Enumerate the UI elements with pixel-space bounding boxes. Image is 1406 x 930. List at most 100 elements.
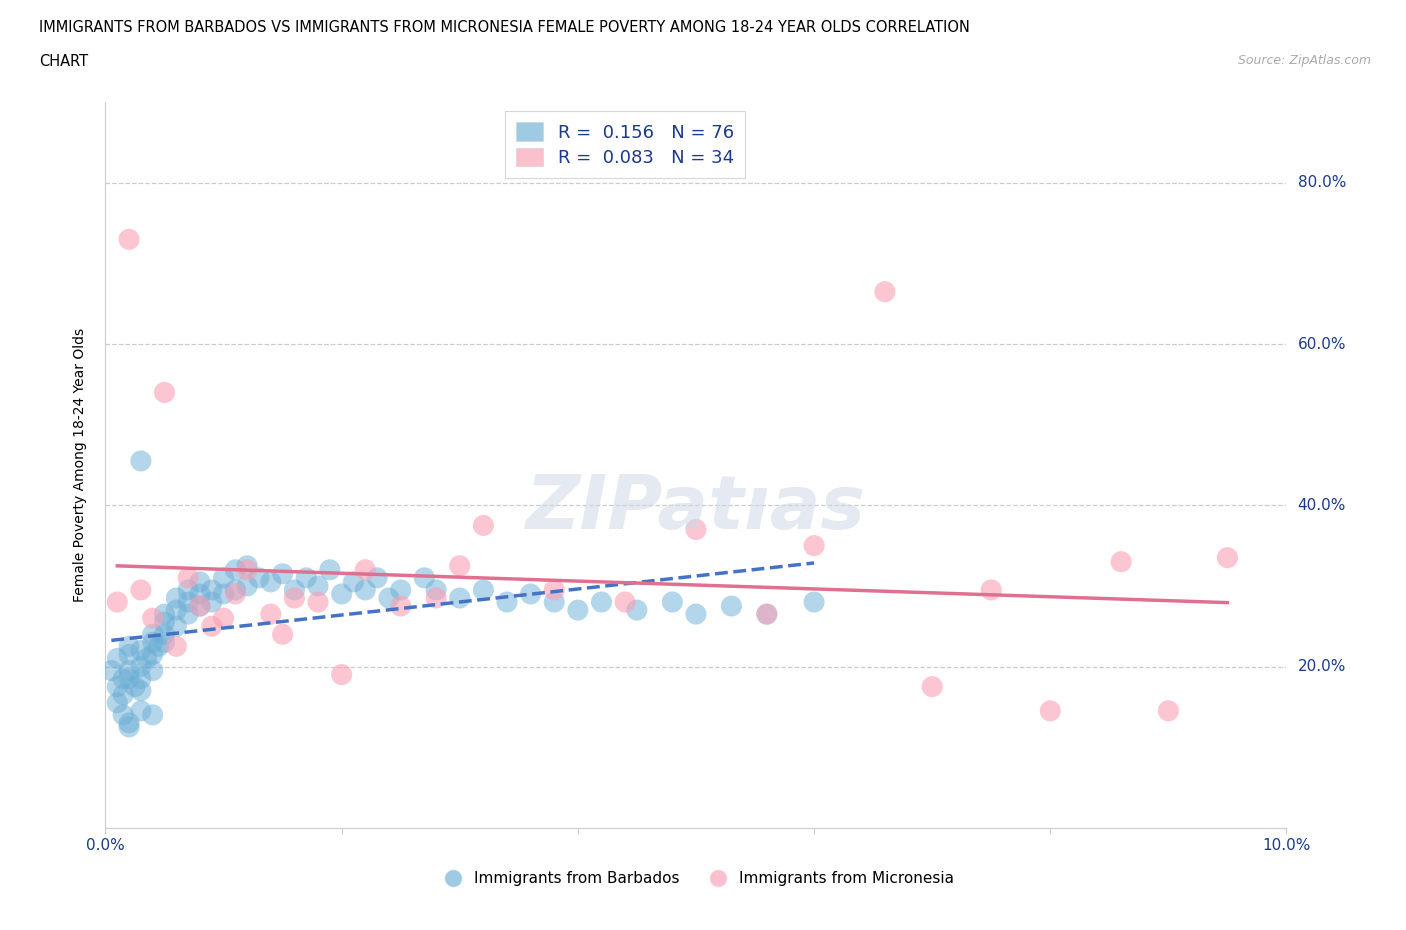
- Point: [105, 679, 128, 694]
- Point: [129, 671, 152, 686]
- Point: [236, 578, 259, 593]
- Point: [661, 594, 683, 609]
- Point: [124, 679, 146, 694]
- Point: [129, 643, 152, 658]
- Point: [112, 708, 135, 723]
- Point: [118, 715, 141, 730]
- Point: [165, 618, 187, 633]
- Point: [112, 671, 135, 686]
- Point: [165, 591, 187, 605]
- Text: 80.0%: 80.0%: [1298, 176, 1346, 191]
- Text: 40.0%: 40.0%: [1298, 498, 1346, 512]
- Point: [153, 615, 176, 630]
- Point: [1216, 551, 1239, 565]
- Point: [614, 594, 637, 609]
- Point: [129, 454, 152, 469]
- Point: [153, 385, 176, 400]
- Point: [1109, 554, 1132, 569]
- Point: [212, 587, 235, 602]
- Point: [188, 587, 211, 602]
- Point: [803, 538, 825, 553]
- Point: [142, 627, 165, 642]
- Point: [142, 611, 165, 626]
- Point: [105, 696, 128, 711]
- Text: CHART: CHART: [39, 54, 89, 69]
- Point: [212, 611, 235, 626]
- Point: [201, 618, 224, 633]
- Point: [271, 627, 294, 642]
- Legend: Immigrants from Barbados, Immigrants from Micronesia: Immigrants from Barbados, Immigrants fro…: [432, 866, 960, 893]
- Point: [472, 518, 495, 533]
- Point: [177, 570, 200, 585]
- Point: [413, 570, 436, 585]
- Point: [354, 563, 377, 578]
- Point: [165, 603, 187, 618]
- Point: [129, 659, 152, 674]
- Point: [1157, 703, 1180, 718]
- Point: [543, 582, 565, 597]
- Point: [201, 594, 224, 609]
- Point: [260, 606, 283, 621]
- Point: [129, 582, 152, 597]
- Point: [105, 651, 128, 666]
- Point: [236, 558, 259, 573]
- Point: [755, 606, 778, 621]
- Point: [389, 599, 412, 614]
- Text: 60.0%: 60.0%: [1298, 337, 1346, 352]
- Point: [177, 606, 200, 621]
- Point: [803, 594, 825, 609]
- Point: [105, 594, 128, 609]
- Point: [236, 563, 259, 578]
- Point: [247, 570, 270, 585]
- Point: [118, 720, 141, 735]
- Point: [153, 627, 176, 642]
- Point: [496, 594, 519, 609]
- Point: [118, 647, 141, 662]
- Point: [118, 232, 141, 246]
- Point: [425, 591, 447, 605]
- Point: [100, 663, 122, 678]
- Text: 20.0%: 20.0%: [1298, 659, 1346, 674]
- Point: [112, 687, 135, 702]
- Point: [685, 522, 707, 537]
- Point: [283, 591, 305, 605]
- Point: [142, 635, 165, 650]
- Text: Source: ZipAtlas.com: Source: ZipAtlas.com: [1237, 54, 1371, 67]
- Point: [389, 582, 412, 597]
- Point: [449, 591, 471, 605]
- Point: [873, 285, 896, 299]
- Point: [188, 599, 211, 614]
- Point: [142, 647, 165, 662]
- Point: [378, 591, 401, 605]
- Point: [342, 575, 364, 590]
- Point: [129, 684, 152, 698]
- Point: [330, 667, 353, 682]
- Point: [224, 563, 246, 578]
- Point: [260, 575, 283, 590]
- Point: [755, 606, 778, 621]
- Point: [177, 582, 200, 597]
- Point: [165, 639, 187, 654]
- Point: [188, 575, 211, 590]
- Text: ZIPatıas: ZIPatıas: [526, 472, 866, 545]
- Point: [1039, 703, 1062, 718]
- Point: [135, 651, 157, 666]
- Point: [307, 578, 329, 593]
- Point: [142, 663, 165, 678]
- Point: [449, 558, 471, 573]
- Point: [224, 587, 246, 602]
- Point: [319, 563, 342, 578]
- Point: [153, 635, 176, 650]
- Point: [118, 663, 141, 678]
- Point: [142, 708, 165, 723]
- Point: [425, 582, 447, 597]
- Point: [921, 679, 943, 694]
- Y-axis label: Female Poverty Among 18-24 Year Olds: Female Poverty Among 18-24 Year Olds: [73, 328, 87, 602]
- Point: [201, 582, 224, 597]
- Point: [129, 703, 152, 718]
- Point: [188, 599, 211, 614]
- Point: [591, 594, 613, 609]
- Point: [177, 594, 200, 609]
- Point: [118, 671, 141, 686]
- Point: [366, 570, 388, 585]
